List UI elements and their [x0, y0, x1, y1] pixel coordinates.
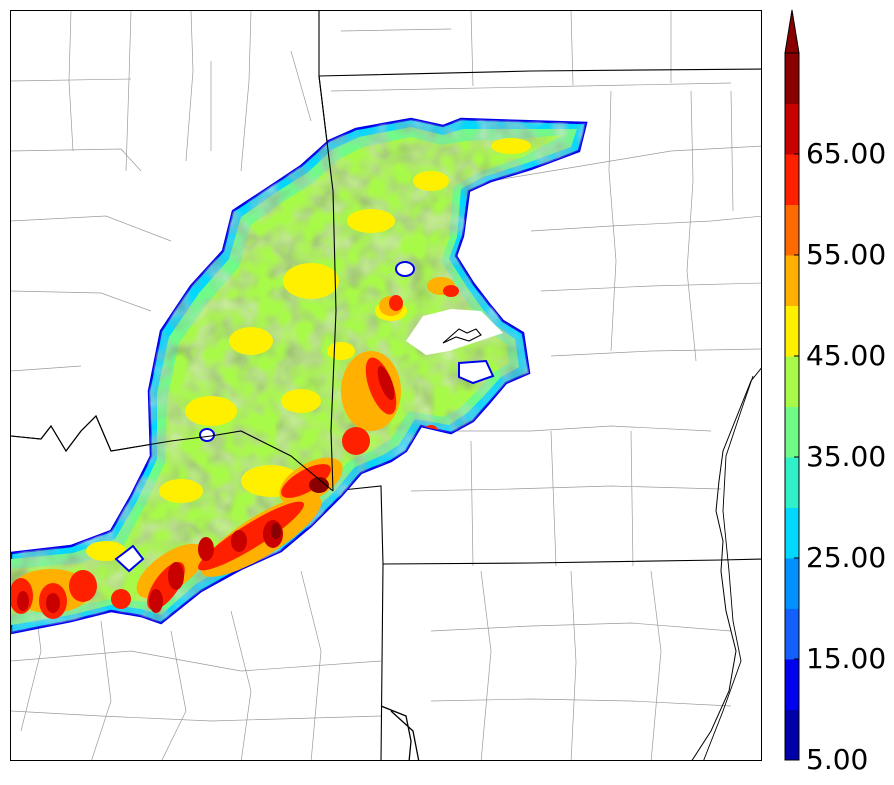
colorbar-segment — [785, 507, 799, 559]
colorbar-segment — [785, 457, 799, 508]
colorbar-outline — [784, 52, 800, 761]
colorbar-tick-label: 25.00 — [806, 541, 887, 574]
colorbar-segment — [785, 558, 799, 609]
state-borders-overlay — [11, 75, 482, 492]
colorbar-segment — [785, 709, 799, 761]
colorbar-segment — [785, 659, 799, 710]
colorbar-segment — [785, 103, 799, 155]
colorbar-tick-label: 15.00 — [806, 642, 887, 675]
colorbar-tick-label: 65.00 — [806, 137, 887, 170]
colorbar-segment — [785, 53, 799, 104]
colorbar-segment — [785, 255, 799, 306]
colorbar-segment — [785, 154, 799, 205]
colorbar-segment — [785, 356, 799, 407]
colorbar: 5.00 15.00 25.00 35.00 45.00 55.00 65.00 — [784, 8, 894, 774]
colorbar-tick-label: 55.00 — [806, 238, 887, 271]
colorbar-tick-label: 45.00 — [806, 339, 887, 372]
reflectivity-map — [10, 10, 762, 761]
colorbar-tick-label: 35.00 — [806, 440, 887, 473]
colorbar-segment — [785, 204, 799, 256]
colorbar-tick-label: 5.00 — [806, 743, 869, 776]
colorbar-extend-arrow — [784, 9, 800, 54]
colorbar-segment — [785, 406, 799, 458]
colorbar-segment — [785, 305, 799, 357]
precipitation-field — [11, 117, 588, 635]
colorbar-segment — [785, 608, 799, 660]
